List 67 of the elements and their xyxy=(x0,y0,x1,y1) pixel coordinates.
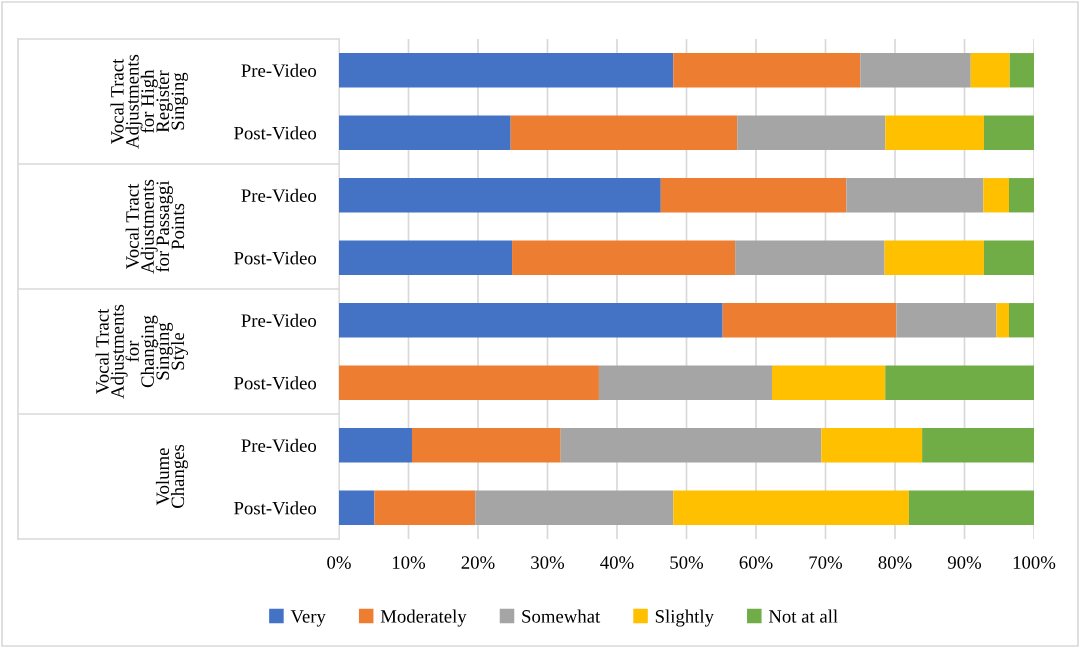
y-tick-label: Post-Video xyxy=(234,126,317,140)
x-tick-label: 90% xyxy=(947,556,982,569)
bar xyxy=(560,428,822,463)
x-tick-label: 10% xyxy=(392,556,426,569)
bar xyxy=(1008,178,1034,213)
y-tick-label: Post-Video xyxy=(234,376,317,390)
x-tick-label: 70% xyxy=(809,556,843,569)
bar xyxy=(846,178,984,213)
y-tick-label: Post-Video xyxy=(234,501,317,515)
bar xyxy=(885,115,984,150)
bar xyxy=(339,240,513,275)
bar xyxy=(922,428,1034,463)
bar xyxy=(885,365,1034,400)
text: Vocal Tract Adjustments for Changing Singing Style xyxy=(95,304,188,399)
bar xyxy=(512,240,736,275)
bar xyxy=(722,303,897,338)
legend-label: Somewhat xyxy=(522,609,601,623)
y-tick-label: Post-Video xyxy=(234,251,317,265)
legend-label: Very xyxy=(290,610,326,627)
bar xyxy=(339,365,599,400)
bar xyxy=(735,240,885,275)
x-tick-label: 30% xyxy=(531,556,565,569)
bar xyxy=(970,53,1010,88)
x-tick-label: 80% xyxy=(878,556,912,569)
bar xyxy=(339,115,511,150)
bar xyxy=(1009,53,1034,88)
legend-label: Moderately xyxy=(380,609,467,627)
bar xyxy=(339,428,412,463)
bar xyxy=(908,490,1034,525)
y-tick-label: Pre-Video xyxy=(241,438,317,453)
bar xyxy=(475,490,674,525)
bar xyxy=(598,365,772,400)
bar xyxy=(860,53,971,88)
y-tick-label: Pre-Video xyxy=(241,313,317,328)
bar xyxy=(821,428,923,463)
x-tick-label: 50% xyxy=(670,556,704,569)
x-tick-label: 100% xyxy=(1013,556,1056,569)
bar xyxy=(660,178,847,213)
bar xyxy=(737,115,886,150)
bar xyxy=(983,115,1034,150)
x-tick-label: 20% xyxy=(461,556,495,569)
bar xyxy=(673,53,861,88)
text: Vocal Tract Adjustments for High Register Singing xyxy=(110,54,188,149)
bar xyxy=(983,240,1034,275)
bar xyxy=(339,303,723,338)
bar xyxy=(983,178,1009,213)
text: Vocal Tract Adjustments for Passaggi Points xyxy=(125,179,185,274)
bar xyxy=(411,428,561,463)
bar xyxy=(771,365,886,400)
legend-label: Slightly xyxy=(655,609,714,627)
x-tick-label: 40% xyxy=(600,556,634,569)
bar xyxy=(1008,303,1034,338)
y-tick-label: Pre-Video xyxy=(241,188,317,203)
legend-label: Not at all xyxy=(768,609,838,623)
bar xyxy=(510,115,738,150)
bar xyxy=(673,490,909,525)
bar xyxy=(374,490,476,525)
x-tick-label: 60% xyxy=(739,556,773,569)
bar xyxy=(339,178,661,213)
y-tick-label: Pre-Video xyxy=(241,63,317,78)
bar xyxy=(339,53,674,88)
text: Volume Changes xyxy=(155,444,188,509)
bar xyxy=(884,240,984,275)
bar xyxy=(996,303,1009,338)
x-tick-label: 0% xyxy=(327,556,351,569)
bar xyxy=(896,303,997,338)
bar xyxy=(339,490,375,525)
